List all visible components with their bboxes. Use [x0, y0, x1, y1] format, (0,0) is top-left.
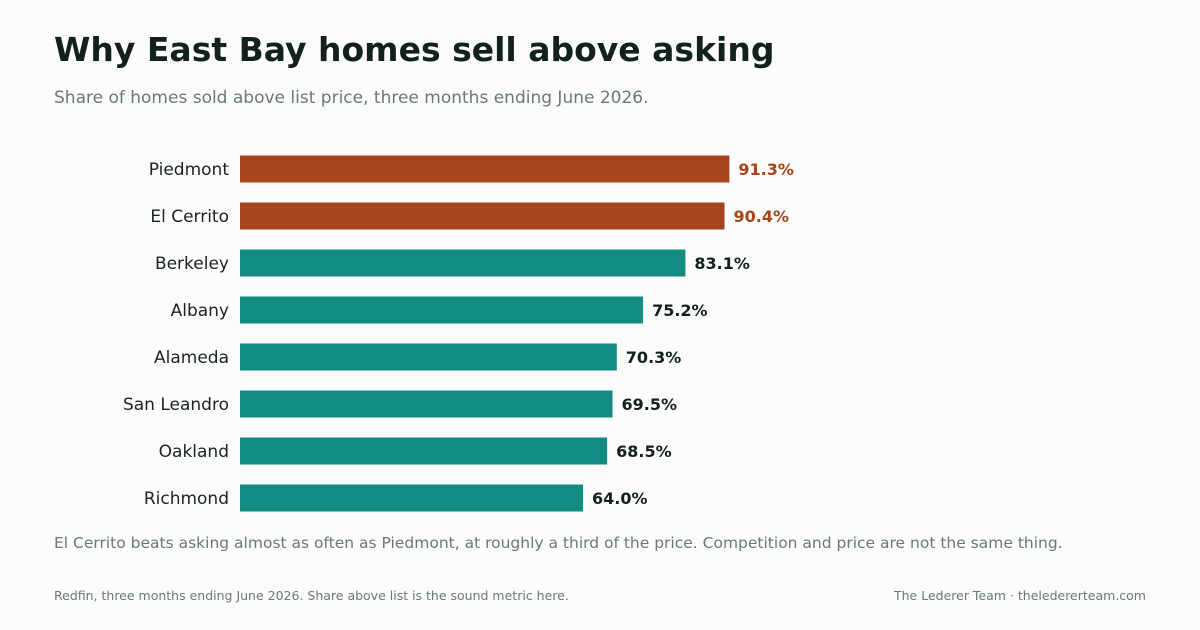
bar-alameda	[240, 343, 617, 371]
value-label-oakland: 68.5%	[616, 442, 672, 461]
value-label-albany: 75.2%	[652, 301, 708, 320]
bar-el-cerrito	[240, 202, 725, 230]
insight-text: El Cerrito beats asking almost as often …	[54, 534, 1063, 552]
bar-piedmont	[240, 155, 730, 183]
source-note: Redfin, three months ending June 2026. S…	[54, 588, 569, 603]
category-label-el-cerrito: El Cerrito	[150, 207, 229, 227]
category-label-piedmont: Piedmont	[149, 160, 230, 180]
bar-richmond	[240, 484, 584, 512]
value-label-alameda: 70.3%	[626, 348, 682, 367]
bar-berkeley	[240, 249, 686, 277]
bar-san-leandro	[240, 390, 613, 418]
value-label-el-cerrito: 90.4%	[734, 207, 790, 226]
value-label-richmond: 64.0%	[592, 489, 648, 508]
category-label-richmond: Richmond	[144, 489, 229, 509]
chart-title: Why East Bay homes sell above asking	[54, 30, 775, 69]
bar-oakland	[240, 437, 608, 465]
bar-albany	[240, 296, 644, 324]
brand-credit: The Lederer Team · theledererteam.com	[893, 588, 1146, 603]
category-label-alameda: Alameda	[154, 348, 229, 368]
category-label-albany: Albany	[171, 301, 229, 321]
value-label-san-leandro: 69.5%	[622, 395, 678, 414]
value-label-berkeley: 83.1%	[694, 254, 750, 273]
category-label-san-leandro: San Leandro	[123, 395, 229, 415]
category-label-berkeley: Berkeley	[155, 254, 229, 274]
chart-subtitle: Share of homes sold above list price, th…	[54, 88, 649, 108]
bar-chart: Piedmont 91.3% El Cerrito 90.4% Berkeley 83.1…	[123, 155, 794, 512]
category-label-oakland: Oakland	[159, 442, 229, 462]
value-label-piedmont: 91.3%	[738, 160, 794, 179]
